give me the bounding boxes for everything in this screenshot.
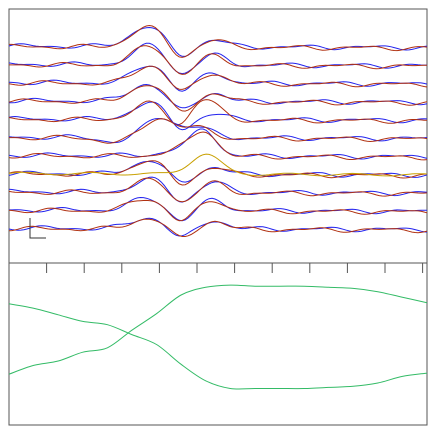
probability-panel bbox=[8, 263, 428, 390]
trace-10-red bbox=[8, 199, 428, 222]
trace-5-red bbox=[8, 99, 428, 126]
waveform-panel bbox=[8, 24, 428, 239]
trace-6-red bbox=[9, 118, 428, 144]
trace-1-red bbox=[9, 24, 428, 58]
series-line-2 bbox=[8, 303, 428, 390]
trace-10-blue bbox=[9, 196, 428, 222]
trace-4-red bbox=[8, 85, 428, 112]
series-line-1 bbox=[8, 284, 428, 375]
trace-1-blue bbox=[8, 26, 428, 57]
trace-6-blue bbox=[8, 117, 428, 144]
trace-2-red bbox=[9, 45, 427, 75]
trace-11-red bbox=[8, 218, 428, 237]
trace-9-red bbox=[8, 177, 428, 203]
figure-frame bbox=[8, 8, 428, 426]
trace-7-red bbox=[8, 131, 428, 161]
trace-8-red bbox=[8, 160, 428, 186]
scale-bar bbox=[29, 218, 46, 239]
trace-3-red bbox=[8, 65, 428, 90]
trace-overlay bbox=[8, 153, 428, 177]
